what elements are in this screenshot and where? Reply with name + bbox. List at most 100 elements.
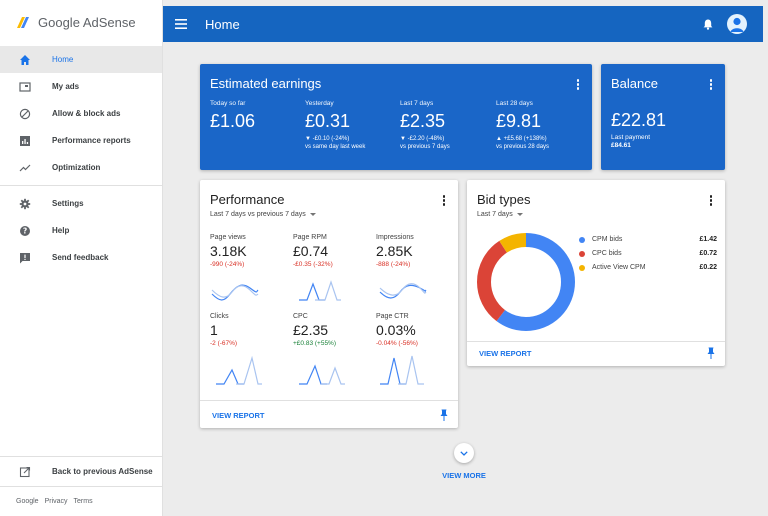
sidebar-item-home[interactable]: Home bbox=[0, 46, 162, 73]
performance-view-report-button[interactable]: VIEW REPORT bbox=[212, 411, 265, 420]
sidebar-item-help[interactable]: ? Help bbox=[0, 217, 162, 244]
page-views-sparkline bbox=[211, 284, 259, 301]
sidebar-item-label: Settings bbox=[52, 199, 84, 208]
sidebar-item-label: Allow & block ads bbox=[52, 109, 121, 118]
bid-types-range-value: Last 7 days bbox=[477, 211, 513, 218]
donut-slice-cpc-bids bbox=[477, 233, 575, 331]
home-icon bbox=[18, 53, 32, 67]
earnings-more-menu[interactable] bbox=[576, 79, 580, 90]
legend-amount: £0.22 bbox=[699, 264, 717, 271]
performance-more-menu[interactable] bbox=[442, 195, 446, 206]
earnings-last28-delta: ▲ +£5.68 (+138%) bbox=[496, 136, 547, 142]
legend-swatch bbox=[579, 250, 585, 257]
avatar-person-icon bbox=[730, 17, 744, 32]
metric-caption: Clicks bbox=[210, 313, 229, 320]
metric-caption: CPC bbox=[293, 313, 308, 320]
footer-privacy-link[interactable]: Privacy bbox=[44, 498, 68, 505]
trending-up-icon bbox=[18, 161, 32, 175]
legend-label: CPM bids bbox=[592, 236, 623, 243]
sidebar-item-label: Optimization bbox=[52, 163, 101, 172]
sidebar-item-settings[interactable]: Settings bbox=[0, 190, 162, 217]
page-rpm-sparkline bbox=[299, 280, 341, 301]
metric-page-ctr[interactable]: Page CTR 0.03% -0.04% (-56%) bbox=[376, 313, 456, 347]
balance-more-menu[interactable] bbox=[709, 79, 713, 90]
earnings-last28-value: £9.81 bbox=[496, 111, 542, 131]
earnings-yesterday-delta: ▼ -£0.10 (-24%) bbox=[305, 136, 350, 142]
metric-caption: Page CTR bbox=[376, 313, 409, 320]
bid-types-more-menu[interactable] bbox=[709, 195, 713, 206]
app-name: Google AdSense bbox=[38, 14, 136, 30]
bar-chart-icon bbox=[18, 134, 32, 148]
block-icon bbox=[18, 107, 32, 121]
metric-caption: Page views bbox=[210, 234, 246, 241]
balance-value: £22.81 bbox=[611, 110, 667, 130]
sidebar-item-allow-block-ads[interactable]: Allow & block ads bbox=[0, 100, 162, 127]
earnings-last-28-days: Last 28 days £9.81 ▲ +£5.68 (+138%) vs p… bbox=[496, 100, 549, 151]
earnings-today-value: £1.06 bbox=[210, 111, 256, 131]
metric-delta: -0.04% (-56%) bbox=[376, 340, 418, 347]
adsense-logo[interactable]: Google AdSense bbox=[0, 0, 162, 44]
sidebar-item-label: My ads bbox=[52, 82, 80, 91]
earnings-yesterday-value: £0.31 bbox=[305, 111, 351, 131]
metric-delta: -888 (-24%) bbox=[376, 261, 411, 268]
legend-swatch bbox=[579, 264, 585, 271]
notifications-bell-icon[interactable] bbox=[703, 19, 713, 30]
bid-types-range-dropdown[interactable]: Last 7 days bbox=[477, 211, 523, 218]
metric-impressions[interactable]: Impressions 2.85K -888 (-24%) bbox=[376, 234, 456, 268]
adsense-logo-icon bbox=[17, 17, 29, 28]
earnings-title: Estimated earnings bbox=[210, 76, 322, 91]
performance-range-value: Last 7 days vs previous 7 days bbox=[210, 211, 306, 218]
metric-page-rpm[interactable]: Page RPM £0.74 -£0.35 (-32%) bbox=[293, 234, 373, 268]
earnings-today: Today so far £1.06 bbox=[210, 100, 255, 132]
sidebar-item-label: Help bbox=[52, 226, 70, 235]
view-more-button[interactable] bbox=[454, 443, 474, 463]
earnings-yesterday-compare: vs same day last week bbox=[305, 144, 366, 150]
metric-clicks[interactable]: Clicks 1 -2 (-67%) bbox=[210, 313, 290, 347]
metric-page-views[interactable]: Page views 3.18K -990 (-24%) bbox=[210, 234, 290, 268]
legend-amount: £1.42 bbox=[699, 236, 717, 243]
top-app-bar: Home bbox=[163, 6, 763, 42]
earnings-last7-value: £2.35 bbox=[400, 111, 446, 131]
clicks-sparkline bbox=[216, 355, 262, 385]
earnings-yesterday-caption: Yesterday bbox=[305, 100, 334, 107]
metric-value: £0.74 bbox=[293, 243, 329, 259]
chevron-down-icon bbox=[309, 213, 316, 216]
view-more-label[interactable]: VIEW MORE bbox=[442, 471, 486, 480]
metric-cpc[interactable]: CPC £2.35 +£0.83 (+55%) bbox=[293, 313, 373, 347]
performance-range-dropdown[interactable]: Last 7 days vs previous 7 days bbox=[210, 211, 316, 218]
balance-card: Balance £22.81 Last payment £84.61 bbox=[601, 64, 725, 170]
earnings-today-caption: Today so far bbox=[210, 100, 246, 107]
legend-label: Active View CPM bbox=[592, 264, 646, 271]
footer-google-link[interactable]: Google bbox=[16, 498, 39, 505]
donut-slice-active-view-cpm bbox=[477, 233, 575, 331]
performance-card-divider bbox=[200, 400, 458, 401]
sidebar-item-performance-reports[interactable]: Performance reports bbox=[0, 127, 162, 154]
last-payment-value: £84.61 bbox=[611, 142, 631, 149]
bid-types-donut-chart bbox=[477, 233, 575, 331]
bid-types-view-report-button[interactable]: VIEW REPORT bbox=[479, 349, 532, 358]
account-avatar[interactable] bbox=[727, 14, 747, 34]
menu-button[interactable] bbox=[163, 19, 199, 29]
gear-icon bbox=[18, 197, 32, 211]
bid-types-pin-icon[interactable] bbox=[707, 347, 715, 359]
earnings-last28-compare: vs previous 28 days bbox=[496, 144, 550, 150]
ads-icon bbox=[18, 80, 32, 94]
bid-types-card-divider bbox=[467, 341, 725, 342]
metric-delta: -£0.35 (-32%) bbox=[293, 261, 333, 268]
footer-terms-link[interactable]: Terms bbox=[73, 498, 93, 505]
chevron-down-icon bbox=[460, 450, 468, 456]
sidebar-item-my-ads[interactable]: My ads bbox=[0, 73, 162, 100]
metric-value: 0.03% bbox=[376, 322, 416, 338]
sidebar-divider bbox=[0, 185, 162, 186]
feedback-icon bbox=[18, 251, 32, 265]
sidebar-item-send-feedback[interactable]: Send feedback bbox=[0, 244, 162, 271]
sidebar-item-label: Performance reports bbox=[52, 136, 131, 145]
sidebar-item-optimization[interactable]: Optimization bbox=[0, 154, 162, 181]
balance-title: Balance bbox=[611, 76, 658, 91]
earnings-last-7-days: Last 7 days £2.35 ▼ -£2.20 (-48%) vs pre… bbox=[400, 100, 450, 151]
performance-pin-icon[interactable] bbox=[440, 409, 448, 421]
help-icon: ? bbox=[18, 224, 32, 238]
back-to-previous-adsense-link[interactable]: Back to previous AdSense bbox=[0, 456, 162, 486]
back-link-label: Back to previous AdSense bbox=[52, 467, 153, 476]
hamburger-menu-icon bbox=[175, 19, 187, 29]
